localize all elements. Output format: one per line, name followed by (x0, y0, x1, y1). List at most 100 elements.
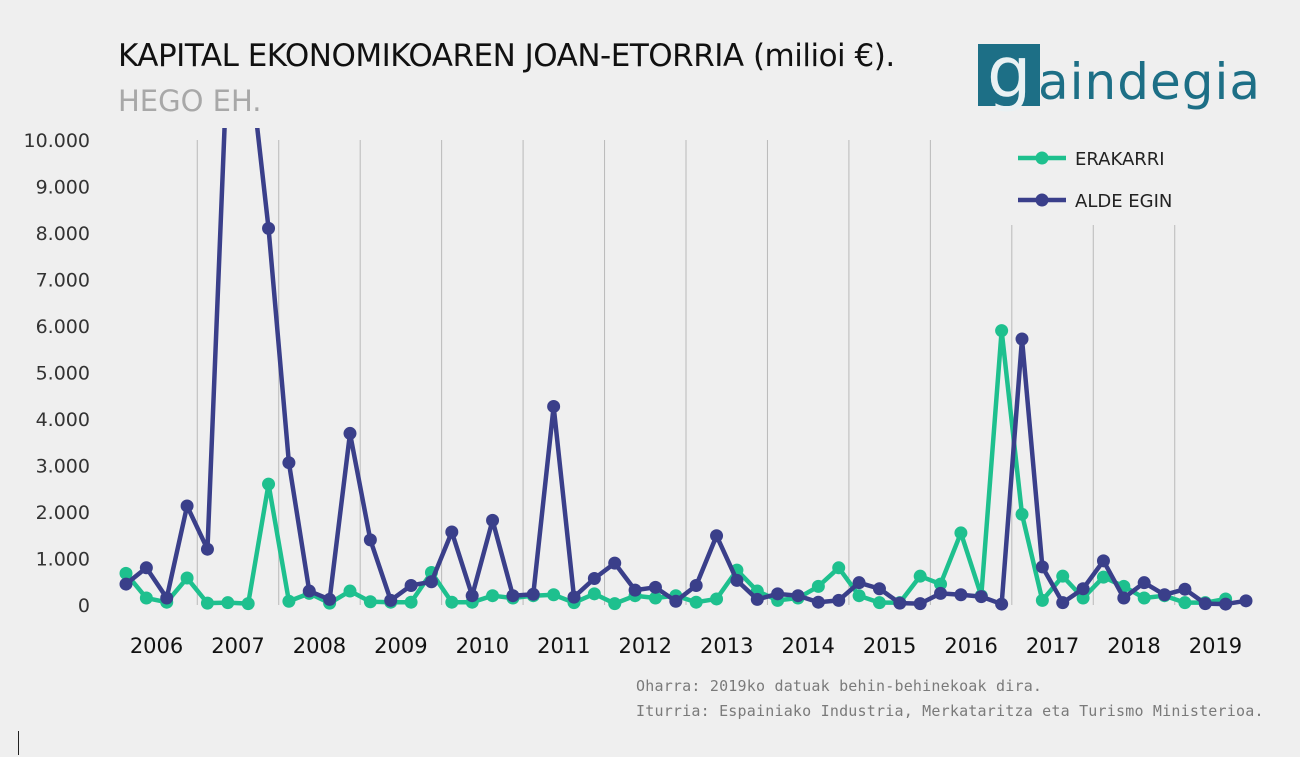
chart-subtitle: HEGO EH. (118, 84, 262, 118)
data-point (262, 221, 276, 235)
data-point (241, 597, 255, 611)
data-point (506, 589, 520, 603)
x-tick-label: 2018 (1107, 634, 1160, 658)
data-point (710, 529, 724, 543)
data-point (343, 426, 357, 440)
data-point (852, 576, 866, 590)
data-point (486, 513, 500, 527)
data-point (587, 587, 601, 601)
data-point (526, 587, 540, 601)
x-tick-label: 2011 (537, 634, 590, 658)
y-tick-label: 6.000 (36, 316, 90, 338)
data-point (1137, 576, 1151, 590)
data-point (669, 594, 683, 608)
data-point (567, 590, 581, 604)
legend-marker (1035, 193, 1049, 207)
x-tick-label: 2007 (211, 634, 264, 658)
data-point (689, 578, 703, 592)
data-point (995, 324, 1009, 338)
data-point (445, 525, 459, 539)
data-point (1076, 582, 1090, 596)
data-point (648, 591, 662, 605)
data-point (465, 589, 479, 603)
data-point (1178, 596, 1192, 610)
data-point (119, 566, 133, 580)
data-point (180, 571, 194, 585)
data-point (832, 561, 846, 575)
data-point (343, 584, 357, 598)
data-point (771, 587, 785, 601)
data-point (730, 573, 744, 587)
data-point (323, 592, 337, 606)
y-tick-label: 3.000 (36, 456, 90, 478)
data-point (1137, 591, 1151, 605)
data-point (791, 589, 805, 603)
y-tick-label: 1.000 (36, 549, 90, 571)
data-point (160, 591, 174, 605)
data-point (689, 595, 703, 609)
data-point (811, 595, 825, 609)
x-tick-label: 2008 (293, 634, 346, 658)
data-point (180, 499, 194, 513)
data-point (1198, 597, 1212, 611)
data-point (954, 588, 968, 602)
gaindegia-logo: g aindegia (978, 38, 1260, 124)
y-tick-label: 2.000 (36, 502, 90, 524)
logo-wordmark: aindegia (1038, 53, 1261, 111)
data-point (648, 580, 662, 594)
legend-marker (1035, 151, 1049, 165)
data-point (302, 584, 316, 598)
x-tick-label: 2010 (456, 634, 509, 658)
data-point (893, 596, 907, 610)
x-tick-label: 2013 (700, 634, 753, 658)
data-point (139, 591, 153, 605)
data-point (872, 596, 886, 610)
data-point (221, 596, 235, 610)
data-point (1096, 554, 1110, 568)
x-tick-label: 2012 (619, 634, 672, 658)
data-point (282, 594, 296, 608)
x-tick-label: 2006 (130, 634, 183, 658)
data-point (913, 569, 927, 583)
series-alde-egin (119, 128, 1253, 611)
chart-title: KAPITAL EKONOMIKOAREN JOAN-ETORRIA (mili… (118, 38, 895, 74)
legend-label: ERAKARRI (1075, 149, 1165, 170)
data-point (200, 542, 214, 556)
data-point (404, 578, 418, 592)
data-point (750, 592, 764, 606)
y-tick-label: 0 (78, 595, 90, 617)
data-point (1035, 560, 1049, 574)
logo-letter: g (987, 32, 1032, 114)
data-point (1056, 596, 1070, 610)
data-point (424, 575, 438, 589)
data-point (1056, 569, 1070, 583)
x-tick-label: 2017 (1026, 634, 1079, 658)
y-tick-label: 10.000 (24, 130, 90, 152)
data-point (384, 593, 398, 607)
data-point (587, 571, 601, 585)
legend-label: ALDE EGIN (1075, 191, 1172, 212)
data-point (628, 583, 642, 597)
data-point (608, 556, 622, 570)
data-point (1076, 591, 1090, 605)
data-point (995, 597, 1009, 611)
x-tick-label: 2014 (781, 634, 834, 658)
data-point (934, 586, 948, 600)
data-point (872, 582, 886, 596)
data-point (710, 592, 724, 606)
footnote: Oharra: 2019ko datuak behin-behinekoak d… (636, 677, 1043, 695)
y-tick-label: 7.000 (36, 270, 90, 292)
y-tick-label: 8.000 (36, 223, 90, 245)
data-point (852, 589, 866, 603)
data-point (547, 399, 561, 413)
x-tick-label: 2015 (863, 634, 916, 658)
y-tick-label: 9.000 (36, 177, 90, 199)
data-point (1096, 570, 1110, 584)
y-tick-label: 4.000 (36, 409, 90, 431)
data-point (954, 526, 968, 540)
source-note: Iturria: Espainiako Industria, Merkatari… (636, 702, 1264, 720)
data-point (200, 596, 214, 610)
x-tick-label: 2016 (944, 634, 997, 658)
data-point (1117, 591, 1131, 605)
data-point (547, 588, 561, 602)
